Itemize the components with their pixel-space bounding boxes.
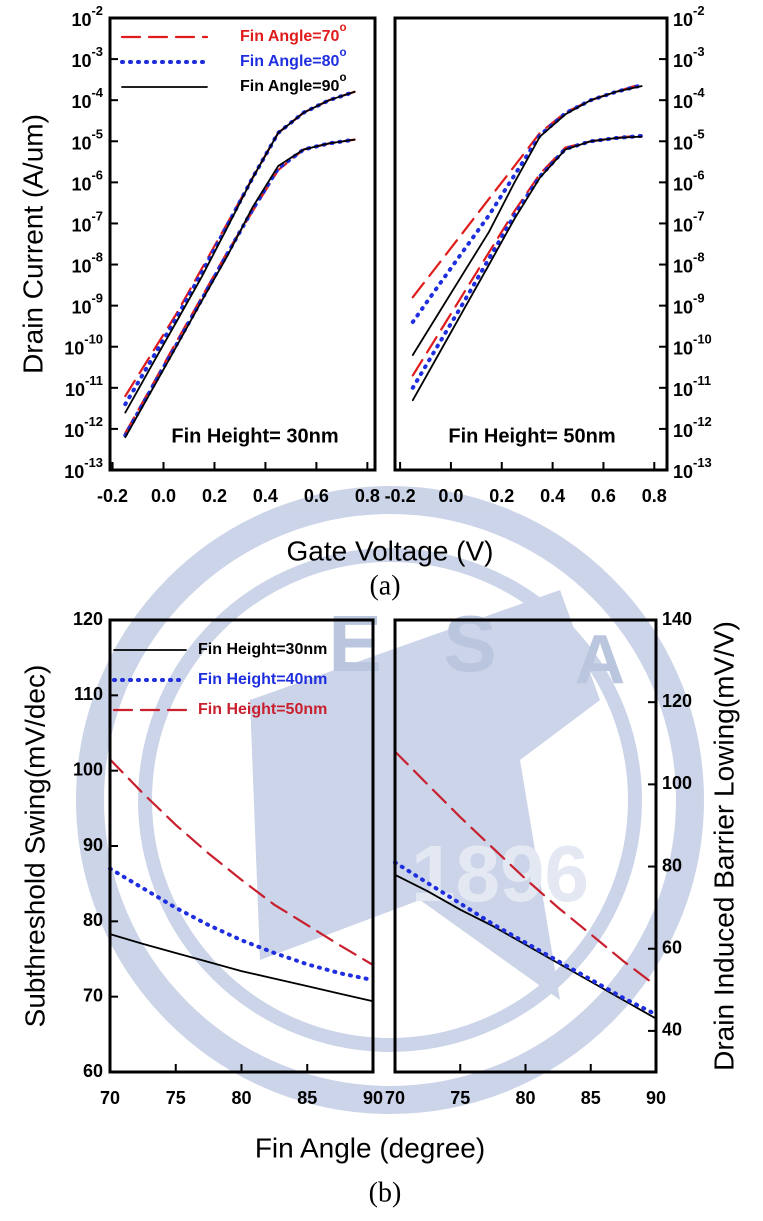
x-tick-label: 0.8 (642, 486, 667, 506)
x-tick-label: 0.4 (253, 486, 278, 506)
x-tick-label: 70 (100, 1088, 120, 1108)
x-axis-label: Gate Voltage (V) (286, 535, 493, 566)
series-line (125, 140, 354, 434)
y-tick-label: 120 (73, 609, 103, 629)
annotation: Fin Height= 30nm (171, 425, 338, 447)
series-line (125, 140, 354, 436)
y-tick-label: 10-2 (71, 3, 103, 29)
series-line (125, 92, 354, 413)
y-tick-label: 10-7 (71, 209, 103, 235)
y-axis-label: Drain Current (A/um) (17, 114, 48, 374)
y-tick-label: 10-13 (673, 455, 712, 481)
x-tick-label: 80 (231, 1088, 251, 1108)
figure: E S A 1896 -0.20.00.20.40.60.810-210-310… (0, 0, 763, 1221)
series-line (413, 137, 642, 401)
y-tick-label: 90 (83, 835, 103, 855)
y-tick-label: 10-9 (71, 291, 103, 317)
series-line (125, 140, 354, 438)
y-tick-label: 100 (73, 759, 103, 779)
y-tick-label: 10-3 (673, 45, 705, 71)
watermark-letter: A (575, 620, 626, 698)
legend-label: Fin Angle=90o (240, 72, 346, 95)
y-tick-label: 10-8 (71, 250, 103, 276)
y-tick-label: 10-5 (71, 127, 103, 153)
y-tick-label: 10-9 (673, 291, 705, 317)
x-tick-label: 75 (166, 1088, 186, 1108)
x-tick-label: 0.8 (355, 486, 380, 506)
series-line (125, 92, 354, 404)
annotation: Fin Height= 50nm (448, 425, 615, 447)
y-tick-label: 10-8 (673, 250, 705, 276)
x-tick-label: 90 (646, 1088, 666, 1108)
y-tick-label: 110 (74, 684, 103, 704)
y-tick-label: 10-11 (673, 373, 711, 399)
y-tick-label: 10-3 (71, 45, 103, 71)
x-axis-label: Fin Angle (degree) (255, 1132, 485, 1163)
y-tick-label: 40 (662, 1020, 682, 1040)
y-tick-label: 10-5 (673, 127, 705, 153)
y-tick-label: 10-11 (65, 373, 103, 399)
x-tick-label: 75 (450, 1088, 470, 1108)
y-tick-label: 10-12 (64, 414, 103, 440)
y-tick-label: 10-10 (673, 332, 712, 358)
x-tick-label: 85 (581, 1088, 601, 1108)
y-tick-label: 10-4 (71, 86, 103, 112)
watermark-year: 1896 (411, 829, 589, 918)
x-tick-label: 80 (515, 1088, 535, 1108)
y-tick-label: 10-6 (673, 168, 705, 194)
y-tick-label: 140 (662, 609, 692, 629)
plot: -0.2 0.0 0.2 0.4 0.6 0.8 10-2 10-3 10-4 10-5 10-6 1… (385, 3, 712, 505)
x-tick-label: 90 (363, 1088, 383, 1108)
caption: (a) (369, 570, 400, 601)
y-tick-label: 80 (83, 910, 103, 930)
x-tick-label: -0.2 (385, 486, 416, 506)
y-tick-label: 10-7 (673, 209, 705, 235)
x-tick-label: 0.2 (489, 486, 514, 506)
y-tick-label: 10-4 (673, 86, 705, 112)
series-line (413, 85, 642, 322)
series-line (413, 136, 642, 388)
legend-label: Fin Height=40nm (198, 671, 327, 688)
y-tick-label: 60 (83, 1061, 103, 1081)
legend-label: Fin Angle=70o (240, 22, 346, 45)
y-tick-label: 60 (662, 937, 682, 957)
caption: (b) (369, 1177, 402, 1208)
y-tick-label: 10-10 (64, 332, 103, 358)
x-tick-label: 0.4 (540, 486, 565, 506)
series-line (413, 84, 642, 297)
x-tick-label: -0.2 (97, 486, 128, 506)
y-tick-label: 10-6 (71, 168, 103, 194)
y-tick-label: 10-12 (673, 414, 712, 440)
y-tick-label: 70 (83, 985, 103, 1005)
y2-axis-label: Drain Induced Barrier Lowing(mV/V) (708, 621, 739, 1071)
x-tick-label: 0.2 (202, 486, 227, 506)
x-tick-label: 0.6 (304, 486, 329, 506)
y-tick-label: 120 (662, 691, 692, 711)
legend-label: Fin Height=50nm (198, 701, 327, 718)
series-line (413, 86, 642, 355)
y-tick-label: 80 (662, 855, 682, 875)
x-tick-label: 0.6 (591, 486, 616, 506)
x-tick-label: 0.0 (438, 486, 463, 506)
x-tick-label: 0.0 (151, 486, 176, 506)
x-tick-label: 85 (297, 1088, 317, 1108)
y-axis-label: Subthreshold Swing(mV/dec) (19, 665, 50, 1028)
watermark-letter: S (443, 599, 496, 688)
y-tick-label: 100 (662, 773, 692, 793)
legend-label: Fin Angle=80o (240, 47, 346, 70)
y-tick-label: 10-13 (64, 455, 103, 481)
y-tick-label: 10-2 (673, 3, 705, 29)
x-tick-label: 70 (385, 1088, 405, 1108)
legend-label: Fin Height=30nm (198, 641, 327, 658)
plot-frame (395, 18, 667, 470)
